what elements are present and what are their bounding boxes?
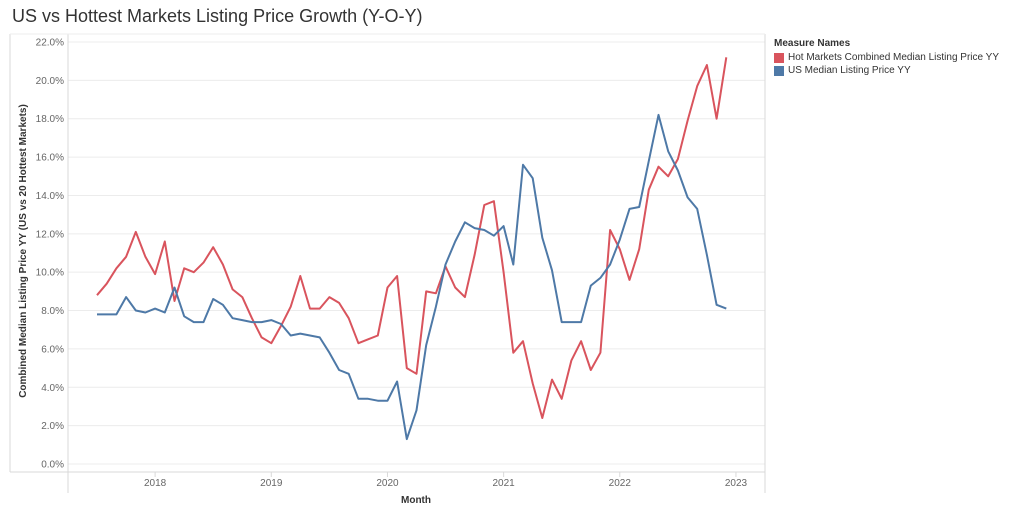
y-axis-ticks: 0.0% 2.0% 4.0% 6.0% 8.0% 10.0% 12.0% 14.0% 16.0%… — [36, 38, 64, 471]
y-tick-label: 12.0% — [36, 229, 64, 240]
y-tick-label: 0.0% — [41, 460, 64, 471]
legend-item-hot-markets[interactable]: Hot Markets Combined Median Listing Pric… — [774, 51, 999, 64]
y-tick-label: 20.0% — [36, 76, 64, 87]
x-axis-label: Month — [401, 495, 431, 506]
x-tick-label: 2020 — [376, 478, 399, 489]
gridlines — [68, 41, 765, 465]
chart-title: US vs Hottest Markets Listing Price Grow… — [12, 6, 423, 26]
legend-label: US Median Listing Price YY — [788, 65, 911, 76]
x-tick-label: 2023 — [725, 478, 748, 489]
x-tick-label: 2019 — [260, 478, 283, 489]
y-tick-label: 8.0% — [41, 306, 64, 317]
series-line-hot-markets[interactable] — [96, 57, 728, 419]
series-lines — [96, 57, 728, 441]
legend-title: Measure Names — [774, 38, 851, 49]
y-tick-label: 2.0% — [41, 421, 64, 432]
legend: Measure Names Hot Markets Combined Media… — [774, 38, 999, 77]
plot-frame — [9, 33, 766, 493]
y-tick-label: 4.0% — [41, 383, 64, 394]
legend-label: Hot Markets Combined Median Listing Pric… — [788, 52, 1000, 63]
y-tick-label: 6.0% — [41, 344, 64, 355]
y-axis-label: Combined Median Listing Price YY (US vs … — [18, 104, 29, 398]
x-tick-label: 2021 — [493, 478, 516, 489]
legend-item-us[interactable]: US Median Listing Price YY — [774, 64, 999, 77]
legend-swatch-hot-markets — [774, 52, 784, 63]
y-tick-label: 18.0% — [36, 114, 64, 125]
x-tick-label: 2022 — [609, 478, 632, 489]
x-tick-label: 2018 — [144, 478, 167, 489]
series-line-us[interactable] — [97, 113, 727, 441]
y-tick-label: 10.0% — [36, 268, 64, 279]
y-tick-label: 14.0% — [36, 191, 64, 202]
y-tick-label: 22.0% — [36, 38, 64, 49]
y-tick-label: 16.0% — [36, 153, 64, 164]
legend-swatch-us — [774, 65, 784, 76]
x-axis-ticks: 2018 2019 2020 2021 2022 2023 — [144, 472, 748, 489]
